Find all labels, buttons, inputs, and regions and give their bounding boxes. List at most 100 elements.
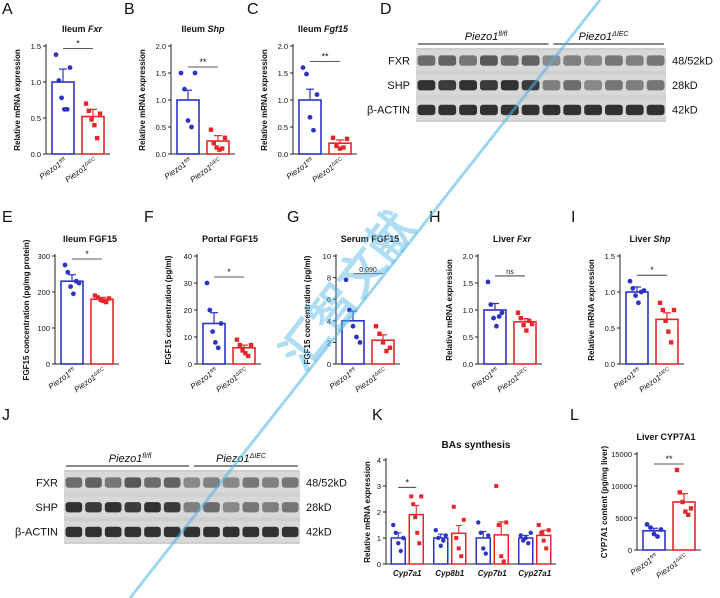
data-point bbox=[218, 321, 224, 326]
data-point bbox=[443, 533, 448, 538]
y-tick-label: 0.0 bbox=[463, 360, 473, 369]
chart-title: Serum FGF15 bbox=[341, 234, 400, 244]
data-point bbox=[401, 535, 406, 541]
data-point bbox=[438, 543, 443, 548]
data-point bbox=[527, 318, 532, 323]
panel-letter: E bbox=[2, 209, 13, 226]
data-point bbox=[300, 65, 306, 70]
blot-band bbox=[262, 502, 279, 513]
panel-letter: K bbox=[372, 407, 383, 424]
blot-band bbox=[605, 55, 623, 66]
blot-band bbox=[65, 502, 83, 513]
data-point bbox=[344, 136, 350, 142]
blot-band bbox=[584, 104, 602, 116]
significance-label: * bbox=[85, 249, 89, 259]
bar bbox=[513, 321, 537, 365]
bar bbox=[81, 115, 105, 155]
data-point bbox=[683, 509, 688, 514]
blot-size-label: 42kD bbox=[672, 105, 698, 117]
data-point bbox=[178, 70, 184, 76]
watermark-text: 汇智文献 bbox=[270, 202, 424, 379]
data-point bbox=[677, 490, 682, 495]
blot-band bbox=[625, 104, 644, 116]
y-tick-label: 0 bbox=[188, 360, 192, 369]
y-tick-label: 0 bbox=[327, 360, 331, 369]
bar bbox=[518, 537, 534, 565]
blot-band bbox=[521, 104, 540, 116]
panel-letter: D bbox=[380, 1, 392, 18]
data-point bbox=[524, 328, 529, 333]
blot-band bbox=[605, 104, 623, 116]
data-point bbox=[526, 541, 531, 546]
blot-band bbox=[163, 477, 181, 488]
data-point bbox=[476, 520, 481, 525]
blot-band bbox=[500, 80, 519, 91]
y-tick-label: 4 bbox=[377, 456, 381, 465]
panel-letter: H bbox=[429, 209, 441, 226]
y-tick-label: 1.0 bbox=[605, 288, 615, 297]
data-point bbox=[304, 71, 309, 77]
significance-label: * bbox=[76, 39, 80, 49]
y-axis-label: CYP7A1 content (pg/mg liver) bbox=[600, 445, 609, 558]
blot-row-label: SHP bbox=[35, 502, 58, 514]
data-point bbox=[211, 141, 216, 146]
blot-band bbox=[584, 55, 602, 66]
data-point bbox=[89, 117, 94, 122]
y-tick-label: 20 bbox=[184, 306, 192, 315]
panel-letter: J bbox=[2, 407, 10, 424]
blot-group-label: Piezo1ΔIEC bbox=[578, 31, 629, 43]
data-point bbox=[459, 554, 464, 559]
blot-band bbox=[104, 502, 122, 513]
blot-row-label: β-ACTIN bbox=[367, 105, 410, 117]
data-point bbox=[454, 536, 459, 540]
data-point bbox=[53, 52, 59, 58]
y-tick-label: 40 bbox=[184, 252, 192, 261]
blot-group-label: Piezo1fl/fl bbox=[465, 31, 508, 43]
y-tick-label: 10 bbox=[323, 252, 331, 261]
blot-band bbox=[417, 80, 436, 91]
data-point bbox=[92, 123, 97, 128]
blot-band bbox=[85, 502, 102, 513]
chart-title: Ileum Fxr bbox=[62, 24, 103, 34]
blot-band bbox=[124, 502, 142, 513]
data-point bbox=[501, 559, 506, 564]
blot-band bbox=[438, 55, 457, 66]
y-tick-label: 8 bbox=[327, 274, 331, 283]
data-point bbox=[636, 300, 641, 306]
data-point bbox=[655, 534, 660, 539]
blot-band bbox=[459, 80, 477, 91]
data-point bbox=[373, 324, 379, 329]
blot-band bbox=[203, 477, 220, 488]
data-point bbox=[529, 321, 535, 327]
blot-size-label: 42kD bbox=[306, 527, 332, 539]
bar bbox=[655, 318, 679, 365]
y-axis-label: FGF15 concentration (pg/ml) bbox=[303, 255, 312, 364]
data-point bbox=[246, 353, 251, 359]
data-point bbox=[666, 329, 671, 334]
data-point bbox=[354, 334, 359, 340]
data-point bbox=[660, 307, 665, 313]
blot-row-label: FXR bbox=[36, 477, 58, 489]
significance-label: 0.090 bbox=[359, 267, 377, 274]
chart-title: Portal FGF15 bbox=[202, 234, 258, 244]
y-tick-label: 1.5 bbox=[278, 69, 288, 78]
blot-band bbox=[438, 80, 457, 91]
data-point bbox=[671, 307, 677, 313]
data-point bbox=[222, 135, 228, 140]
data-point bbox=[419, 494, 424, 499]
y-tick-label: 3 bbox=[377, 482, 381, 491]
data-point bbox=[663, 318, 668, 323]
data-point bbox=[86, 108, 91, 113]
panel-letter: A bbox=[2, 1, 13, 18]
data-point bbox=[539, 530, 544, 535]
blot-band bbox=[183, 526, 201, 538]
data-point bbox=[215, 345, 221, 351]
data-point bbox=[483, 551, 488, 556]
blot-band bbox=[85, 477, 102, 488]
y-tick-label: 0 bbox=[46, 360, 50, 369]
data-point bbox=[314, 92, 320, 97]
y-axis-label: Relative mRNA expression bbox=[445, 259, 454, 361]
data-point bbox=[523, 535, 528, 541]
blot-group-label: Piezo1fl/fl bbox=[109, 453, 152, 465]
